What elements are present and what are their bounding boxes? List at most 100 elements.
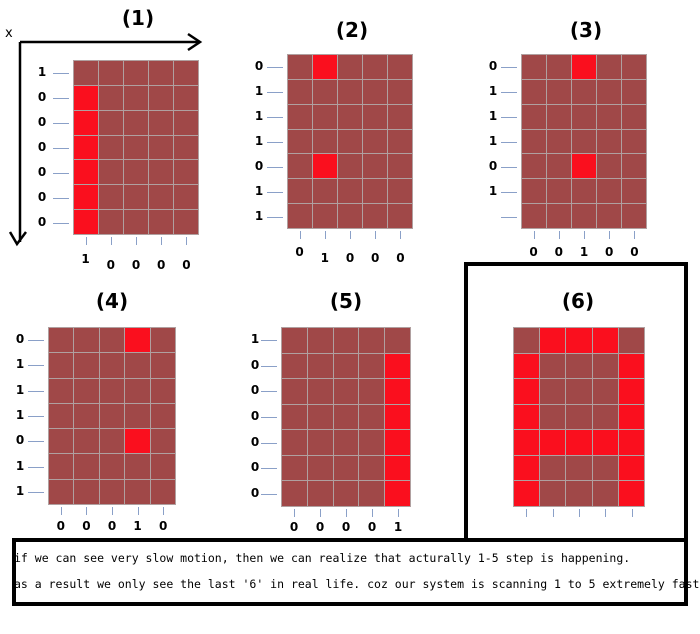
col-label: 1 xyxy=(81,252,90,266)
row-tick xyxy=(501,141,517,143)
led-cell xyxy=(124,160,148,185)
led-cell xyxy=(124,110,148,135)
led-cell xyxy=(288,104,312,129)
led-cell xyxy=(99,110,123,135)
col-tick xyxy=(605,509,607,517)
led-cell xyxy=(99,403,125,429)
row-tick xyxy=(267,66,283,68)
led-cell xyxy=(514,379,540,404)
led-cell xyxy=(124,85,148,110)
col-label: 0 xyxy=(529,245,538,259)
led-cell xyxy=(572,129,596,154)
led-cell xyxy=(597,179,621,204)
col-tick xyxy=(584,231,585,239)
panel-5-led-grid xyxy=(281,327,411,507)
led-cell xyxy=(338,79,362,104)
led-cell xyxy=(522,154,546,179)
led-cell xyxy=(124,185,148,210)
led-cell xyxy=(359,481,385,506)
led-cell xyxy=(99,135,123,160)
led-cell xyxy=(149,61,173,85)
led-cell xyxy=(363,179,387,204)
caption-box xyxy=(12,538,688,606)
row-tick xyxy=(501,166,517,168)
led-cell xyxy=(522,104,546,129)
led-cell xyxy=(288,154,312,179)
col-label: 0 xyxy=(315,520,325,534)
led-cell xyxy=(307,455,333,481)
row-tick xyxy=(267,91,283,93)
row-label: 0 xyxy=(37,189,47,204)
led-cell xyxy=(333,455,359,481)
row-tick xyxy=(501,116,517,118)
led-cell xyxy=(572,179,596,204)
led-cell xyxy=(592,455,618,481)
led-cell xyxy=(514,404,540,430)
led-cell xyxy=(288,79,312,104)
led-cell xyxy=(288,179,312,204)
row-tick xyxy=(28,466,44,468)
led-cell xyxy=(313,179,337,204)
led-cell xyxy=(74,135,98,160)
col-label: 0 xyxy=(182,258,191,272)
col-label: 0 xyxy=(605,245,614,259)
col-tick xyxy=(350,231,351,239)
led-cell xyxy=(333,481,359,506)
led-cell xyxy=(597,104,621,129)
col-tick xyxy=(372,509,373,517)
led-cell xyxy=(99,185,123,210)
row-label: 0 xyxy=(250,409,260,423)
led-cell xyxy=(313,204,337,228)
led-cell xyxy=(618,455,644,481)
led-cell xyxy=(333,379,359,404)
led-cell xyxy=(566,404,592,430)
panel-1-led-grid xyxy=(73,60,199,235)
led-cell xyxy=(49,353,74,378)
led-cell xyxy=(149,160,173,185)
led-cell xyxy=(333,404,359,430)
row-label: 0 xyxy=(15,433,25,448)
row-tick xyxy=(261,391,277,393)
led-cell xyxy=(622,79,646,104)
led-cell xyxy=(522,55,546,79)
col-tick xyxy=(631,509,633,517)
row-tick xyxy=(53,197,69,199)
row-label: 0 xyxy=(250,357,260,372)
led-cell xyxy=(622,129,646,154)
row-tick xyxy=(28,441,44,443)
led-cell xyxy=(150,353,175,378)
y-axis-arrowhead xyxy=(8,231,27,247)
caption-line-2: as a result we only see the last '6' in … xyxy=(14,577,700,591)
led-cell xyxy=(99,61,123,85)
led-cell xyxy=(363,154,387,179)
row-label: 1 xyxy=(488,83,498,98)
led-cell xyxy=(99,429,125,454)
row-label: 0 xyxy=(37,114,47,129)
led-cell xyxy=(74,61,98,85)
col-label: 0 xyxy=(341,520,351,534)
row-label: 1 xyxy=(488,183,498,198)
led-cell xyxy=(307,379,333,404)
led-cell xyxy=(99,454,125,479)
panel-2-led-grid xyxy=(287,54,413,229)
col-label: 0 xyxy=(157,258,166,272)
led-cell xyxy=(385,481,410,506)
led-cell xyxy=(622,204,646,228)
led-cell xyxy=(125,403,150,429)
led-cell xyxy=(572,104,596,129)
col-label: 1 xyxy=(579,245,589,259)
led-cell xyxy=(514,455,540,481)
col-label: 0 xyxy=(289,520,299,534)
caption-line-1: if we can see very slow motion, then we … xyxy=(14,551,631,565)
led-cell xyxy=(592,430,618,455)
col-tick xyxy=(110,237,112,245)
col-tick xyxy=(320,509,321,517)
led-cell xyxy=(592,404,618,430)
row-tick xyxy=(53,222,69,224)
row-tick xyxy=(28,365,44,367)
led-cell xyxy=(622,179,646,204)
led-cell xyxy=(282,404,307,430)
led-cell xyxy=(514,328,540,353)
led-cell xyxy=(149,110,173,135)
row-label: 0 xyxy=(37,89,47,104)
